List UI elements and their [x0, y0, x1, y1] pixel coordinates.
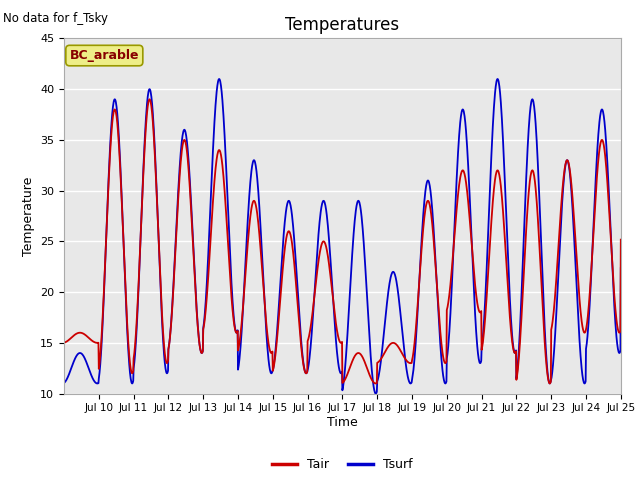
Tsurf [617, 265, 625, 271]
Tair [357, 352, 365, 358]
Tsurf [283, 204, 291, 210]
Tsurf [406, 381, 414, 386]
Legend: Tair, Tsurf: Tair, Tsurf [268, 453, 417, 476]
Tair [406, 360, 414, 366]
Title: Temperatures: Temperatures [285, 16, 399, 34]
Tair [74, 330, 82, 336]
Tair [60, 340, 68, 346]
Tsurf [317, 207, 325, 213]
Text: BC_arable: BC_arable [70, 49, 139, 62]
Line: Tsurf: Tsurf [64, 79, 621, 394]
Y-axis label: Temperature: Temperature [22, 176, 35, 256]
Text: No data for f_Tsky: No data for f_Tsky [3, 12, 108, 25]
Line: Tair: Tair [64, 99, 621, 384]
X-axis label: Time: Time [327, 416, 358, 429]
Tsurf [60, 380, 68, 386]
Tair [317, 244, 325, 250]
Tair [146, 96, 154, 102]
Tair [283, 234, 291, 240]
Tair [372, 381, 380, 386]
Tsurf [435, 324, 443, 330]
Tair [617, 237, 625, 242]
Tsurf [74, 351, 82, 357]
Tsurf [372, 391, 380, 396]
Tsurf [215, 76, 223, 82]
Tsurf [357, 208, 365, 214]
Tair [435, 315, 443, 321]
